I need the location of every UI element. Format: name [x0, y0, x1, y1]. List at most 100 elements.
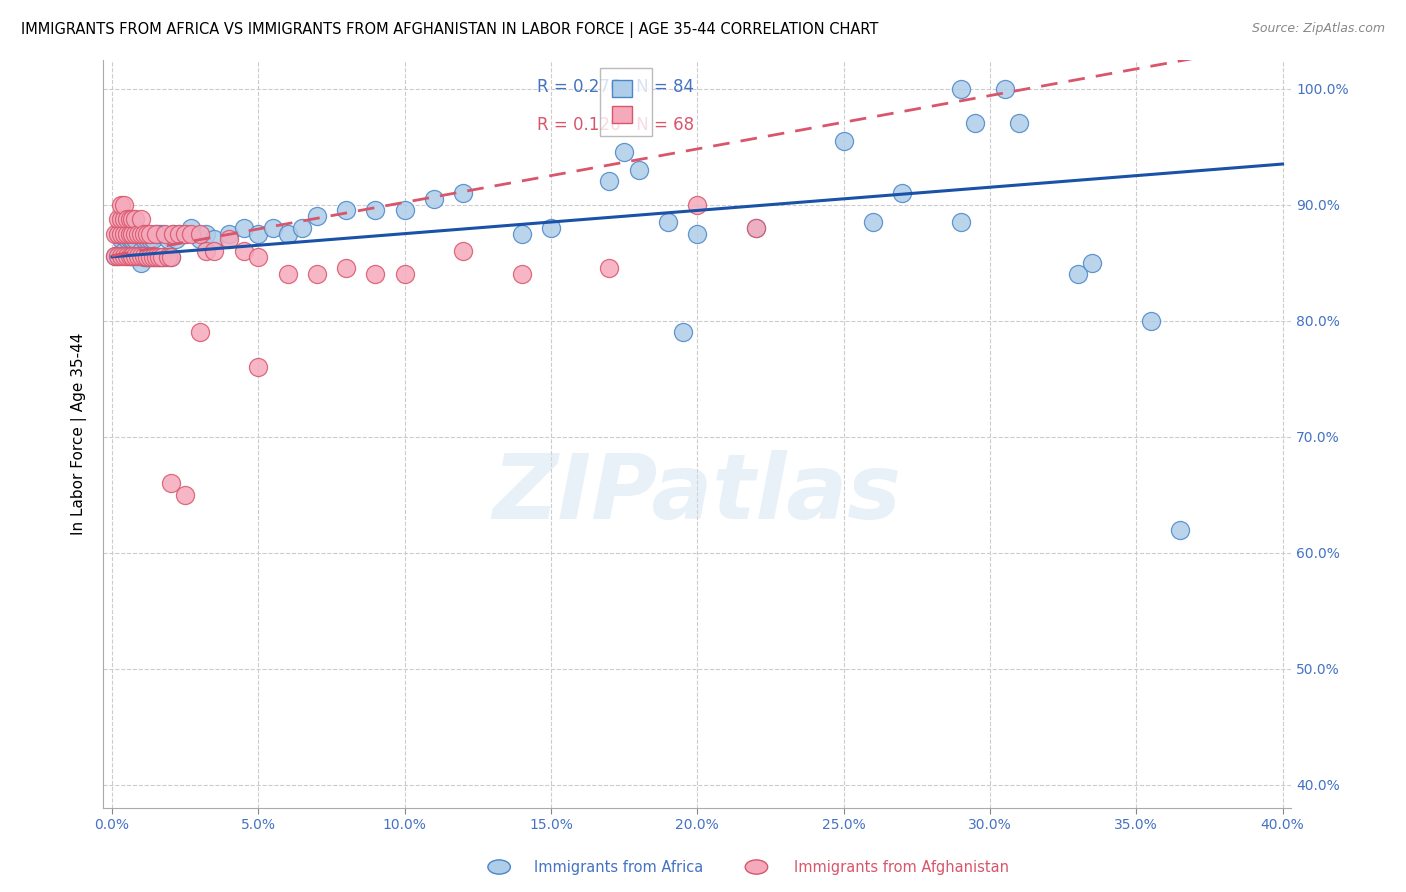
Point [218, 227, 240, 241]
Point [127, 227, 149, 241]
Point [115, 249, 138, 263]
Point [891, 186, 914, 200]
Point [124, 249, 146, 263]
Point [451, 244, 474, 258]
Point [188, 232, 211, 246]
Point [232, 244, 254, 258]
Point [110, 211, 132, 226]
Point [118, 227, 141, 241]
Point [148, 250, 170, 264]
Point [1140, 313, 1163, 327]
Point [832, 134, 855, 148]
Point [218, 232, 240, 246]
Point [129, 244, 152, 258]
Point [153, 250, 176, 264]
Point [862, 215, 884, 229]
Point [118, 232, 141, 246]
Point [127, 249, 149, 263]
Point [118, 211, 141, 226]
Point [169, 227, 191, 241]
Point [136, 250, 159, 264]
Point [394, 203, 416, 218]
Point [134, 227, 156, 241]
Text: IMMIGRANTS FROM AFRICA VS IMMIGRANTS FROM AFGHANISTAN IN LABOR FORCE | AGE 35-44: IMMIGRANTS FROM AFRICA VS IMMIGRANTS FRO… [21, 22, 879, 38]
Point [110, 249, 132, 263]
Point [247, 360, 270, 375]
Point [232, 220, 254, 235]
Point [104, 249, 127, 263]
Point [156, 250, 179, 264]
Point [291, 220, 314, 235]
Text: ZIPatlas: ZIPatlas [492, 450, 901, 538]
Point [142, 250, 165, 264]
Point [150, 227, 173, 241]
Point [145, 227, 167, 241]
Text: Source: ZipAtlas.com: Source: ZipAtlas.com [1251, 22, 1385, 36]
Point [1067, 267, 1090, 281]
Point [156, 232, 179, 246]
Text: Immigrants from Afghanistan: Immigrants from Afghanistan [794, 860, 1010, 874]
Point [423, 192, 446, 206]
Point [204, 232, 226, 246]
Point [127, 249, 149, 263]
Point [129, 255, 152, 269]
Text: Immigrants from Africa: Immigrants from Africa [534, 860, 703, 874]
Point [153, 227, 176, 241]
Point [124, 232, 146, 246]
Point [112, 227, 135, 241]
Point [121, 211, 143, 226]
Point [247, 227, 270, 241]
Point [107, 249, 129, 263]
Point [1008, 116, 1031, 130]
Point [262, 220, 284, 235]
Point [129, 211, 152, 226]
Point [247, 250, 270, 264]
Point [112, 211, 135, 226]
Point [145, 250, 167, 264]
Point [112, 197, 135, 211]
Point [305, 209, 328, 223]
Point [121, 249, 143, 263]
Point [165, 232, 187, 246]
Point [277, 267, 299, 281]
Point [118, 249, 141, 263]
Point [335, 203, 357, 218]
Point [174, 227, 197, 241]
Point [112, 249, 135, 263]
Point [124, 227, 146, 241]
Legend: , : , [600, 68, 652, 136]
Point [204, 244, 226, 258]
Point [965, 116, 987, 130]
Point [121, 249, 143, 263]
Point [142, 250, 165, 264]
Point [136, 250, 159, 264]
Point [107, 249, 129, 263]
Point [104, 249, 127, 263]
Point [451, 186, 474, 200]
Point [110, 232, 132, 246]
Point [107, 211, 129, 226]
Point [949, 215, 972, 229]
Point [162, 227, 184, 241]
Point [136, 232, 159, 246]
Point [686, 197, 709, 211]
Point [115, 227, 138, 241]
Point [657, 215, 679, 229]
Point [139, 227, 162, 241]
Point [194, 227, 217, 241]
Point [110, 197, 132, 211]
Point [159, 250, 181, 264]
Text: R = 0.276   N = 84: R = 0.276 N = 84 [537, 78, 695, 96]
Point [124, 220, 146, 235]
Point [540, 220, 562, 235]
Point [134, 250, 156, 264]
Text: R = 0.126   N = 68: R = 0.126 N = 68 [537, 116, 695, 134]
Point [115, 232, 138, 246]
Point [305, 267, 328, 281]
Point [124, 211, 146, 226]
Y-axis label: In Labor Force | Age 35-44: In Labor Force | Age 35-44 [72, 333, 87, 535]
Point [139, 250, 162, 264]
Point [129, 227, 152, 241]
Point [174, 227, 197, 241]
Point [115, 211, 138, 226]
